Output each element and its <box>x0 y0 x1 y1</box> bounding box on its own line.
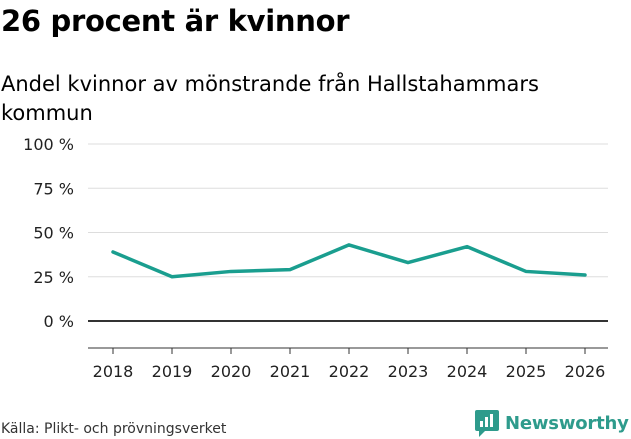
brand: Newsworthy <box>475 409 629 437</box>
y-axis-tick-labels: 0 % 25 % 50 % 75 % 100 % <box>23 135 74 331</box>
chart-title: 26 procent är kvinnor <box>1 4 350 38</box>
gridlines <box>88 143 608 322</box>
x-axis: 2018 2019 2020 2021 2022 2023 2024 2025 2026 <box>88 347 608 381</box>
x-tick-label: 2020 <box>211 362 252 381</box>
x-tick-label: 2023 <box>388 362 429 381</box>
data-series <box>111 243 587 279</box>
x-tick-label: 2018 <box>93 362 134 381</box>
x-tick-label: 2024 <box>447 362 488 381</box>
y-tick-label: 25 % <box>33 268 74 287</box>
x-tick-label: 2026 <box>565 362 606 381</box>
y-tick-label: 75 % <box>33 179 74 198</box>
y-tick-label: 100 % <box>23 135 74 154</box>
y-tick-label: 0 % <box>44 312 74 331</box>
source-note: Källa: Plikt- och prövningsverket <box>1 421 227 437</box>
y-tick-label: 50 % <box>33 224 74 243</box>
series-line-0 <box>111 243 587 279</box>
x-tick-label: 2021 <box>270 362 311 381</box>
x-tick-label: 2019 <box>152 362 193 381</box>
brand-name: Newsworthy <box>505 412 629 434</box>
x-tick-label: 2022 <box>329 362 370 381</box>
newsworthy-logo-icon <box>475 409 499 437</box>
chart-subtitle: Andel kvinnor av mönstrande från Hallsta… <box>1 72 539 125</box>
x-tick-label: 2025 <box>506 362 547 381</box>
line-chart: 0 % 25 % 50 % 75 % 100 % 2018 2019 2020 2021 202… <box>23 135 608 381</box>
